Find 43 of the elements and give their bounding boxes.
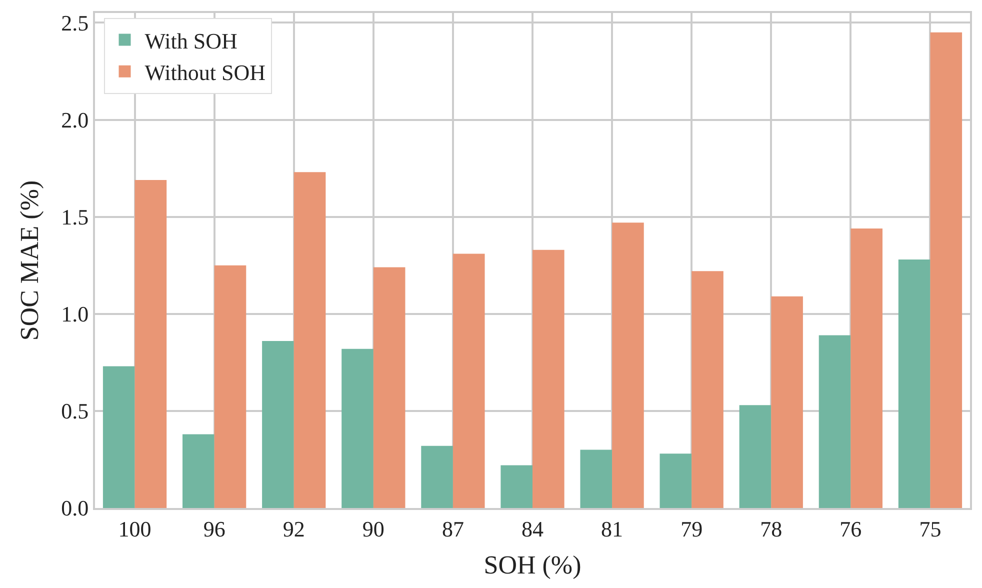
bar	[182, 434, 214, 508]
x-tick-label: 78	[760, 516, 782, 542]
bar	[532, 250, 564, 508]
bar	[739, 405, 772, 508]
y-tick-label: 0.0	[61, 496, 89, 521]
x-tick-label: 100	[118, 516, 152, 542]
bar	[102, 366, 135, 508]
bar	[373, 267, 406, 508]
y-tick-label: 2.0	[61, 107, 89, 132]
x-tick-label: 87	[442, 516, 464, 542]
y-tick-label: 2.5	[61, 10, 89, 36]
y-tick-label: 1.0	[61, 302, 89, 327]
x-tick-label: 76	[840, 516, 862, 542]
y-tick-label: 1.5	[61, 204, 89, 230]
x-tick-label: 84	[522, 516, 544, 542]
bar	[214, 265, 246, 508]
y-tick-label: 0.5	[61, 398, 89, 424]
x-tick-label: 90	[362, 516, 384, 542]
bar	[898, 260, 930, 508]
bar	[692, 271, 724, 508]
y-axis-title: SOC MAE (%)	[15, 180, 44, 341]
bar	[771, 296, 803, 508]
bar	[660, 454, 692, 508]
legend-label: With SOH	[144, 28, 238, 54]
bar	[452, 254, 485, 508]
legend-label: Without SOH	[144, 60, 266, 85]
bar	[818, 335, 851, 508]
x-tick-label: 96	[203, 516, 226, 542]
bar	[134, 180, 167, 508]
bar	[342, 348, 374, 508]
bar	[612, 222, 644, 508]
bar	[294, 172, 326, 508]
bar	[421, 446, 453, 508]
x-tick-label: 81	[601, 516, 624, 542]
bar	[850, 228, 882, 508]
x-tick-label: 75	[919, 516, 942, 542]
bar	[500, 465, 532, 508]
bar	[930, 32, 962, 508]
x-axis-title: SOH (%)	[484, 550, 582, 580]
x-tick-label: 92	[282, 516, 305, 542]
bar	[262, 341, 294, 508]
x-tick-label: 79	[680, 516, 703, 542]
bar	[580, 450, 612, 508]
